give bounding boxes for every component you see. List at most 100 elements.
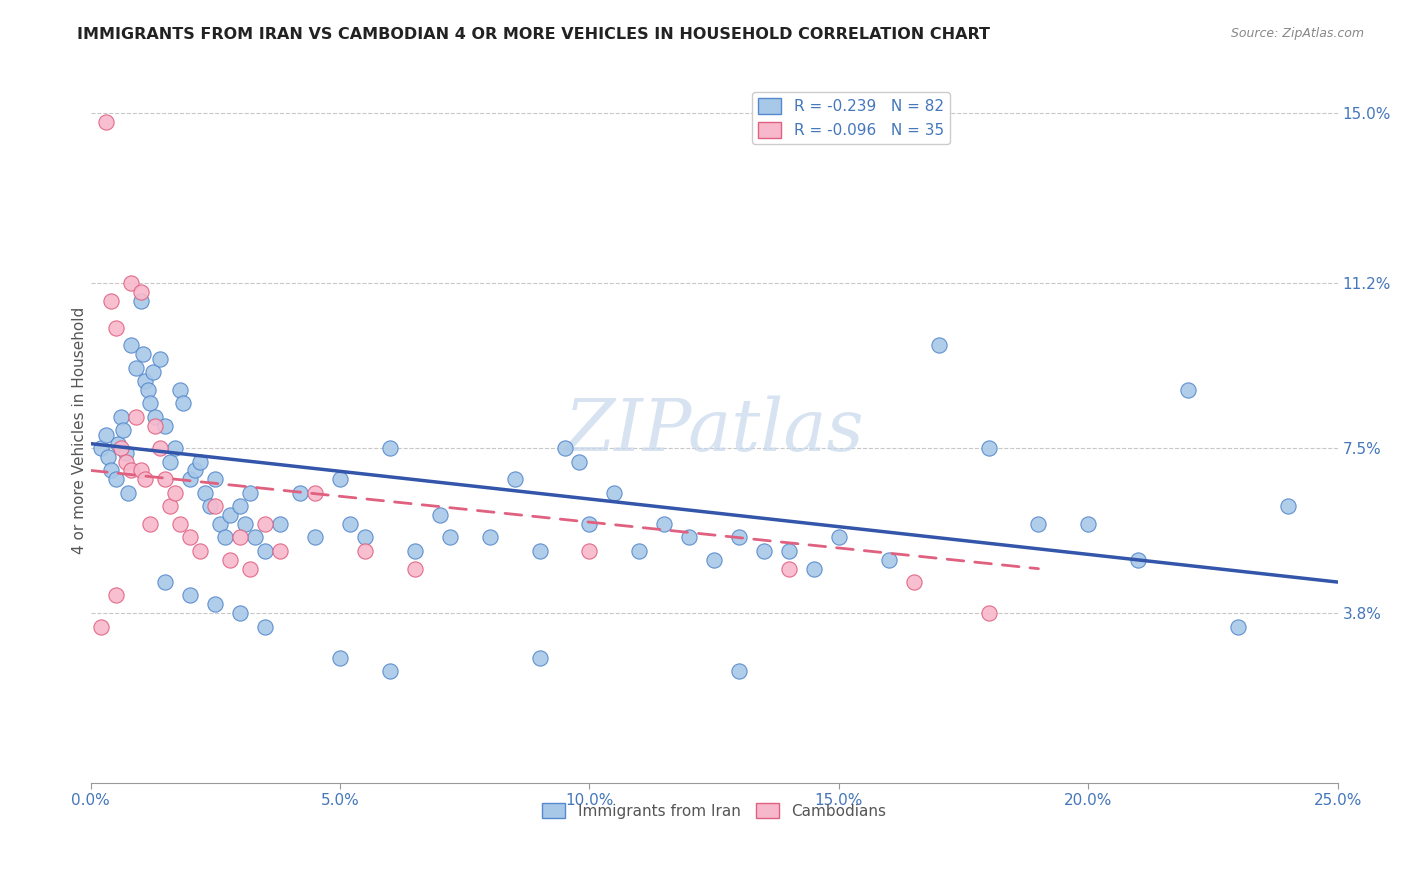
- Point: [378, 665, 401, 679]
- Point: [254, 516, 277, 531]
- Point: [269, 516, 291, 531]
- Point: [94, 115, 117, 129]
- Point: [304, 485, 326, 500]
- Point: [478, 530, 501, 544]
- Point: [219, 553, 242, 567]
- Point: [104, 589, 127, 603]
- Point: [378, 441, 401, 455]
- Point: [439, 530, 461, 544]
- Point: [1077, 516, 1099, 531]
- Point: [94, 427, 117, 442]
- Point: [578, 516, 600, 531]
- Point: [169, 383, 191, 397]
- Point: [329, 472, 352, 486]
- Point: [269, 544, 291, 558]
- Point: [134, 472, 156, 486]
- Point: [149, 441, 172, 455]
- Point: [134, 374, 156, 388]
- Point: [304, 530, 326, 544]
- Point: [1227, 620, 1250, 634]
- Point: [652, 516, 675, 531]
- Point: [928, 338, 950, 352]
- Point: [404, 562, 426, 576]
- Point: [977, 441, 1000, 455]
- Point: [219, 508, 242, 522]
- Point: [877, 553, 900, 567]
- Point: [124, 360, 146, 375]
- Point: [1028, 516, 1050, 531]
- Point: [404, 544, 426, 558]
- Point: [112, 423, 135, 437]
- Point: [229, 607, 252, 621]
- Point: [129, 293, 152, 308]
- Point: [139, 396, 162, 410]
- Point: [179, 530, 201, 544]
- Text: ZIPatlas: ZIPatlas: [564, 395, 865, 466]
- Point: [245, 530, 267, 544]
- Point: [179, 589, 201, 603]
- Point: [124, 409, 146, 424]
- Point: [752, 544, 775, 558]
- Point: [204, 472, 226, 486]
- Point: [1177, 383, 1199, 397]
- Point: [104, 472, 127, 486]
- Point: [529, 544, 551, 558]
- Point: [179, 472, 201, 486]
- Point: [100, 293, 122, 308]
- Y-axis label: 4 or more Vehicles in Household: 4 or more Vehicles in Household: [72, 307, 87, 554]
- Legend: Immigrants from Iran, Cambodians: Immigrants from Iran, Cambodians: [536, 797, 891, 825]
- Point: [155, 418, 177, 433]
- Point: [159, 454, 181, 468]
- Point: [132, 347, 155, 361]
- Point: [554, 441, 576, 455]
- Point: [239, 562, 262, 576]
- Point: [578, 544, 600, 558]
- Point: [117, 485, 139, 500]
- Point: [429, 508, 451, 522]
- Point: [229, 499, 252, 513]
- Point: [503, 472, 526, 486]
- Point: [100, 463, 122, 477]
- Point: [254, 544, 277, 558]
- Point: [803, 562, 825, 576]
- Point: [354, 544, 377, 558]
- Point: [778, 562, 800, 576]
- Point: [903, 575, 925, 590]
- Point: [1277, 499, 1299, 513]
- Text: IMMIGRANTS FROM IRAN VS CAMBODIAN 4 OR MORE VEHICLES IN HOUSEHOLD CORRELATION CH: IMMIGRANTS FROM IRAN VS CAMBODIAN 4 OR M…: [77, 27, 990, 42]
- Point: [114, 445, 136, 459]
- Point: [728, 665, 751, 679]
- Point: [239, 485, 262, 500]
- Point: [114, 454, 136, 468]
- Point: [828, 530, 851, 544]
- Point: [149, 351, 172, 366]
- Point: [254, 620, 277, 634]
- Point: [159, 499, 181, 513]
- Point: [172, 396, 194, 410]
- Point: [190, 454, 212, 468]
- Point: [142, 365, 165, 379]
- Point: [778, 544, 800, 558]
- Point: [194, 485, 217, 500]
- Point: [354, 530, 377, 544]
- Point: [139, 516, 162, 531]
- Point: [603, 485, 626, 500]
- Point: [204, 598, 226, 612]
- Point: [628, 544, 651, 558]
- Point: [977, 607, 1000, 621]
- Point: [165, 485, 187, 500]
- Point: [568, 454, 591, 468]
- Point: [209, 516, 232, 531]
- Point: [339, 516, 361, 531]
- Point: [104, 320, 127, 334]
- Point: [129, 285, 152, 299]
- Point: [120, 276, 142, 290]
- Point: [129, 463, 152, 477]
- Point: [329, 651, 352, 665]
- Point: [110, 409, 132, 424]
- Point: [1128, 553, 1150, 567]
- Point: [229, 530, 252, 544]
- Point: [214, 530, 236, 544]
- Point: [204, 499, 226, 513]
- Point: [529, 651, 551, 665]
